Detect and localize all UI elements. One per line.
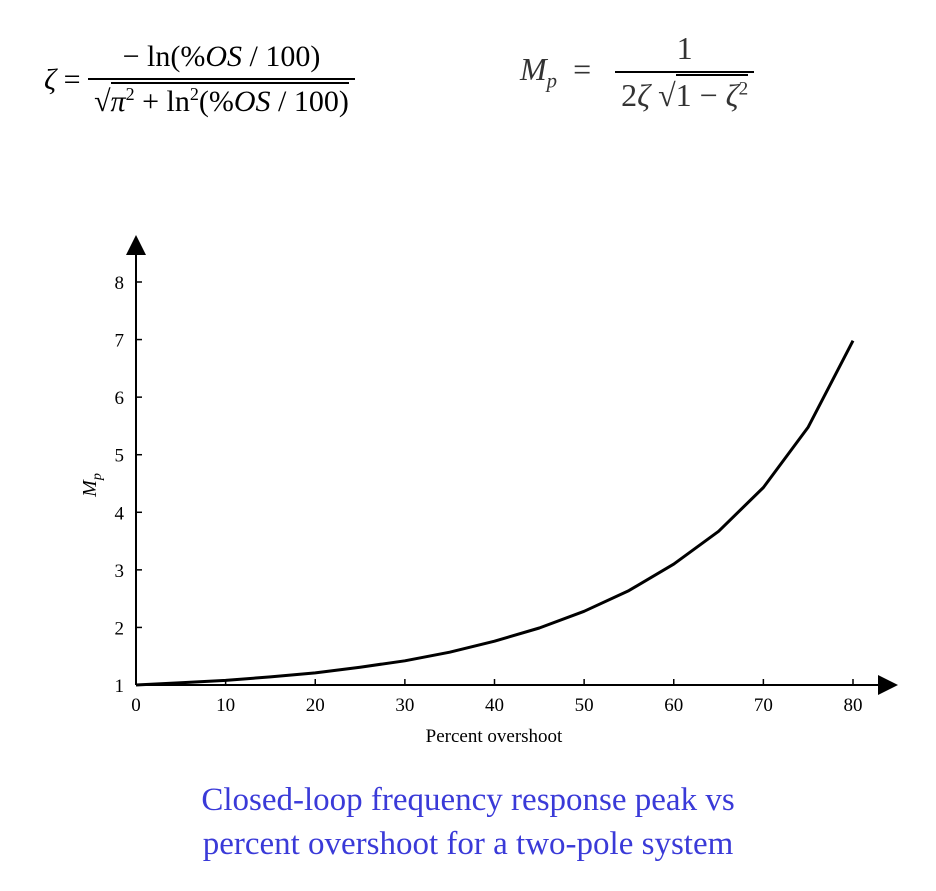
figure-caption: Closed-loop frequency response peak vs p… xyxy=(0,778,936,866)
x-tick-label: 40 xyxy=(485,695,504,716)
x-tick-label: 80 xyxy=(844,695,863,716)
chart-axes xyxy=(126,235,898,695)
mp-numerator: 1 xyxy=(676,30,693,66)
y-tick-label: 3 xyxy=(115,561,125,582)
zeta-fraction: − ln(%OS / 100) √π2 + ln2(%OS / 100) xyxy=(88,40,355,119)
x-tick-label: 0 xyxy=(131,695,141,716)
mp-fraction: 1 2ζ √1 − ζ2 xyxy=(615,30,755,114)
y-tick-label: 2 xyxy=(115,618,125,639)
zeta-equals: = xyxy=(63,62,81,96)
x-tick-label: 50 xyxy=(575,695,594,716)
caption-line-2: percent overshoot for a two-pole system xyxy=(202,826,734,862)
x-tick-label: 30 xyxy=(395,695,414,716)
x-tick-label: 10 xyxy=(216,695,235,716)
zeta-numerator: − ln(%OS / 100) xyxy=(122,40,321,73)
mp-denominator: 2ζ √1 − ζ2 xyxy=(615,71,755,114)
caption-line-1: Closed-loop frequency response peak vs xyxy=(201,782,735,818)
y-tick-label: 8 xyxy=(115,273,125,294)
mp-formula-lhs: Mp = xyxy=(520,50,608,93)
damping-ratio-formula: ζ = − ln(%OS / 100) √π2 + ln2(%OS / 100) xyxy=(44,40,355,119)
y-tick-label: 6 xyxy=(115,388,125,409)
x-tick-label: 70 xyxy=(754,695,773,716)
y-tick-label: 4 xyxy=(115,503,125,524)
y-tick-label: 1 xyxy=(115,676,125,697)
mp-curve xyxy=(135,340,855,687)
y-tick-label: 7 xyxy=(115,331,125,352)
x-tick-label: 60 xyxy=(664,695,683,716)
zeta-denominator: √π2 + ln2(%OS / 100) xyxy=(88,78,355,119)
y-axis-label: Mp xyxy=(79,473,105,498)
x-tick-label: 20 xyxy=(306,695,325,716)
zeta-formula-lhs: ζ xyxy=(44,62,57,96)
y-tick-label: 5 xyxy=(115,446,125,467)
peak-magnitude-formula: Mp = 1 2ζ √1 − ζ2 xyxy=(520,30,755,114)
chart-series xyxy=(135,340,855,687)
chart-ticks: 0 10 20 30 40 50 60 70 80 1 2 3 4 5 6 7 8 xyxy=(115,273,863,716)
x-axis-label: Percent overshoot xyxy=(426,726,563,747)
